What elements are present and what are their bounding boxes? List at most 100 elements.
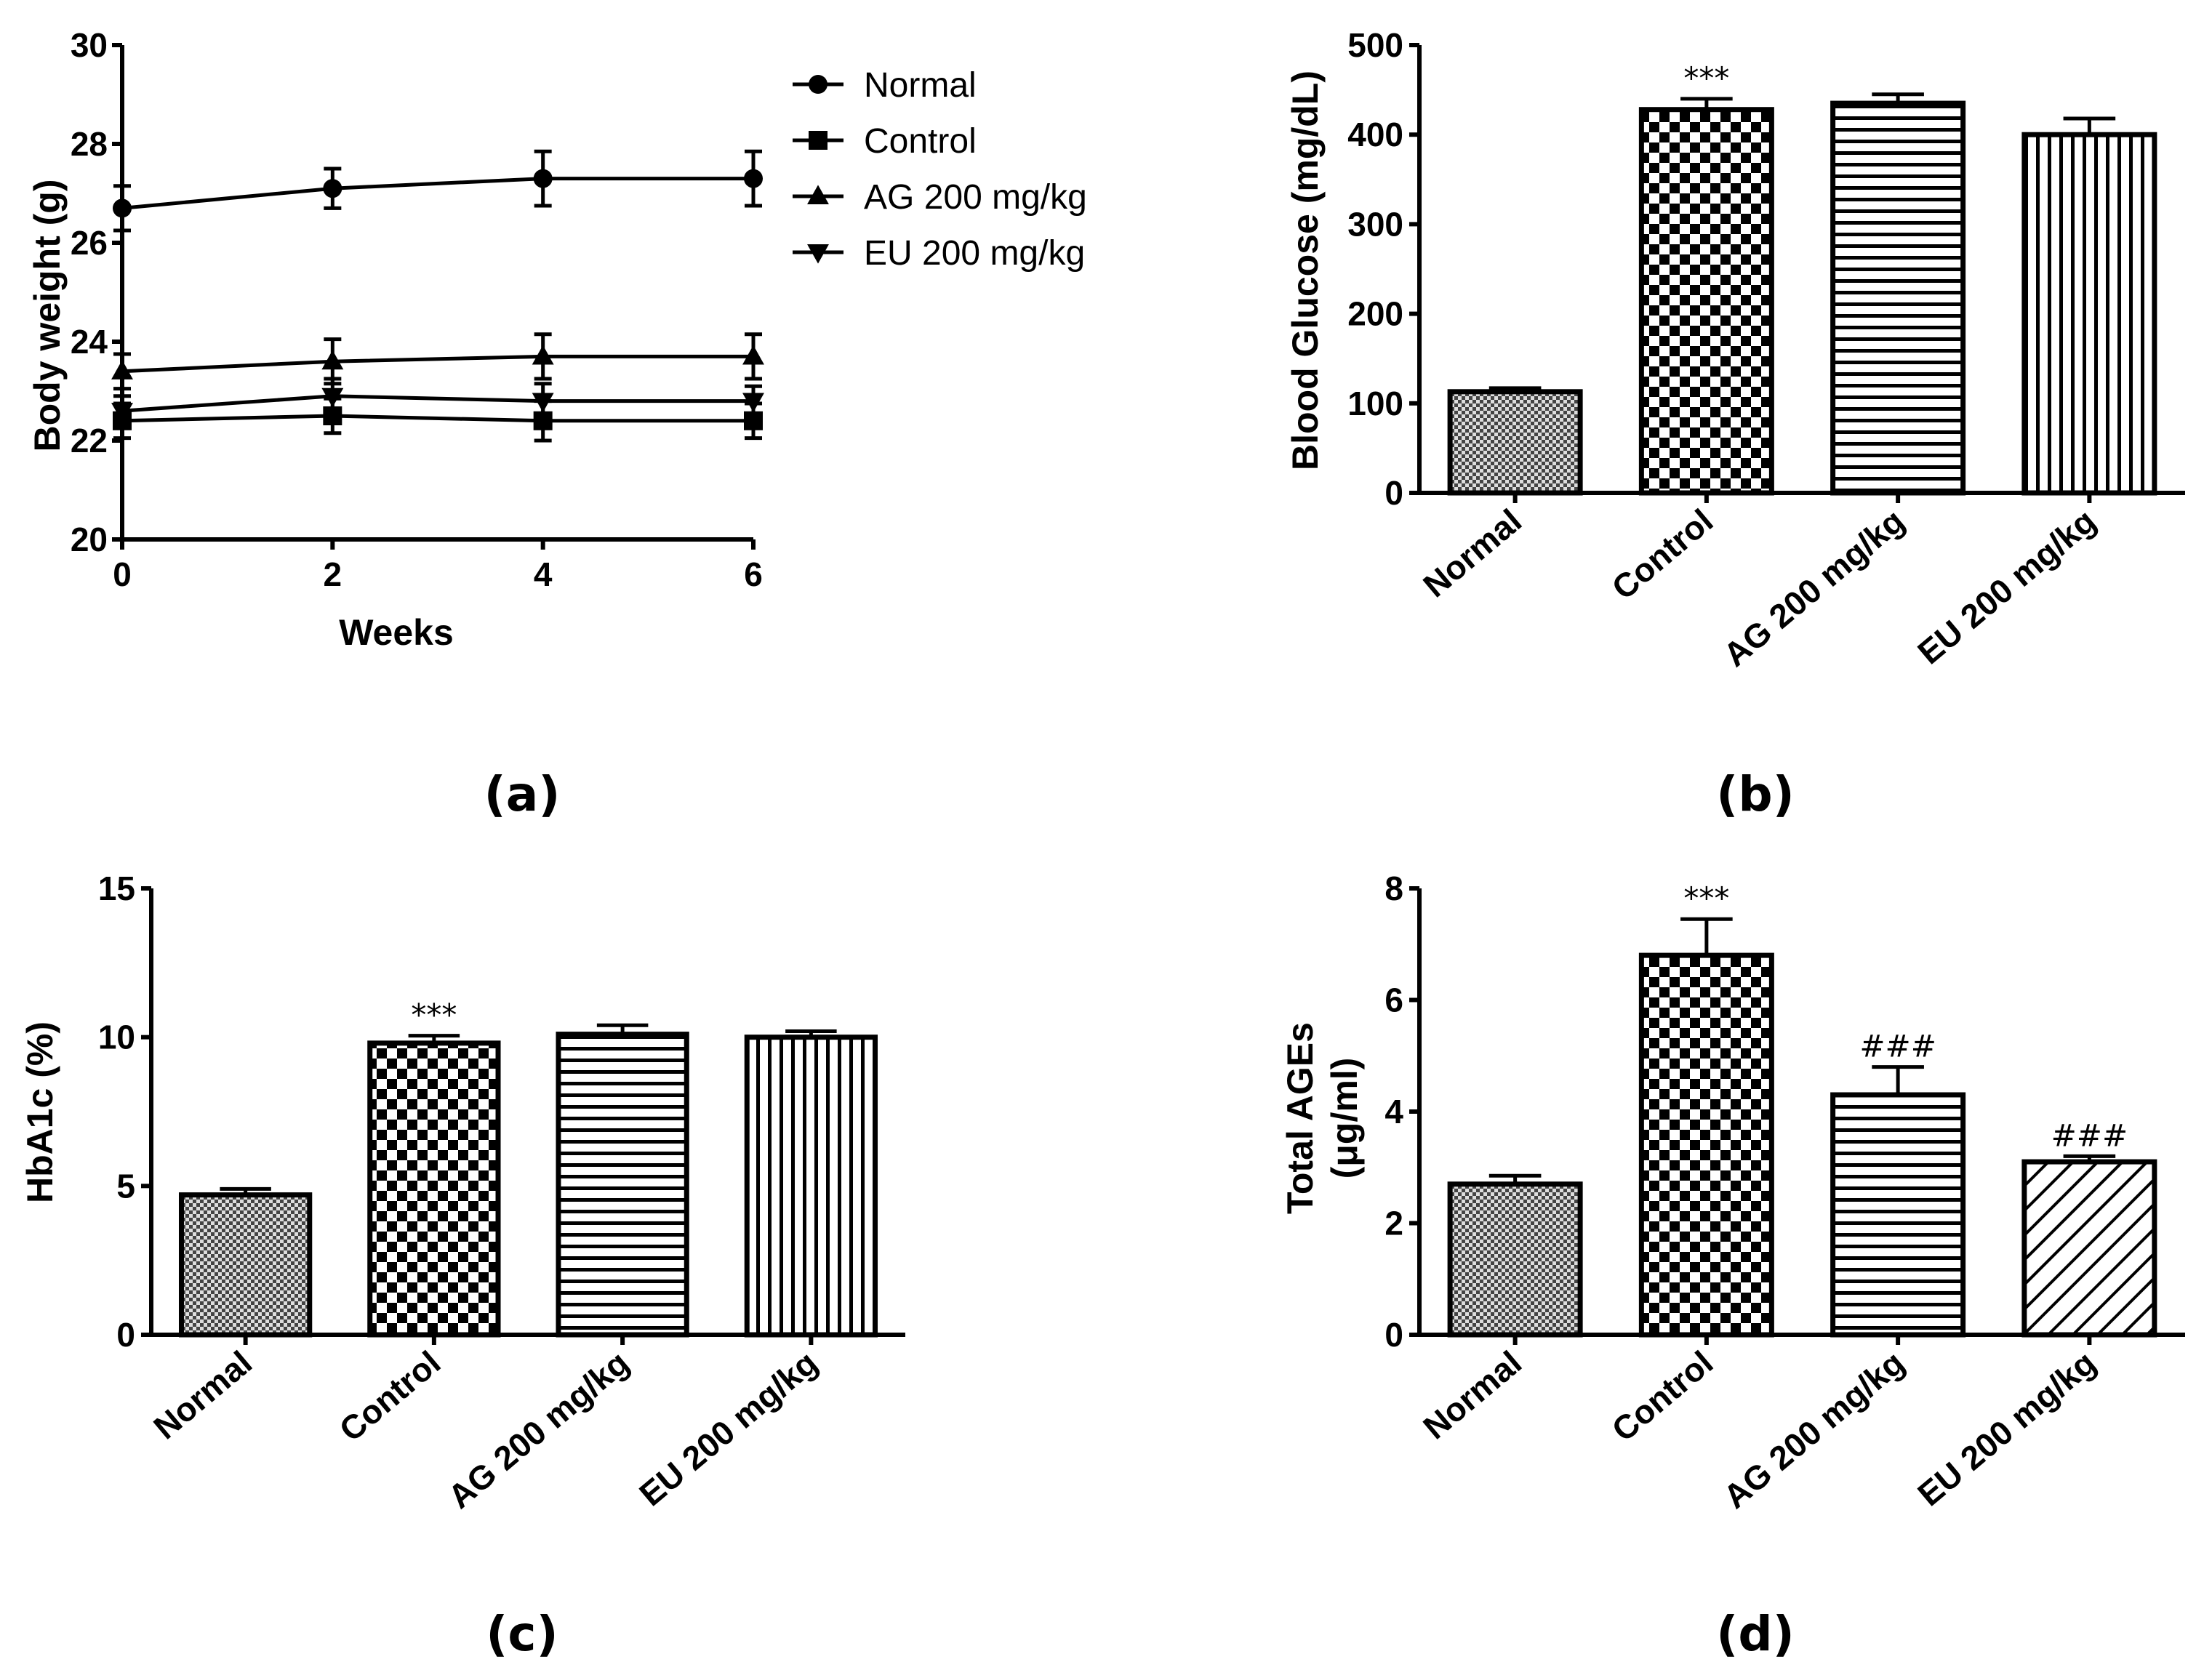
chart-a-series-line: [121, 354, 753, 374]
chart-b-category-label: Control: [1605, 502, 1720, 607]
chart-d-panel-label: (d): [1716, 1606, 1795, 1662]
chart-a-legend-label: AG 200 mg/kg: [864, 178, 1087, 217]
chart-a-ytick-label: 30: [71, 26, 108, 64]
chart-a-point: [744, 169, 763, 188]
chart-a-ytick-label: 24: [71, 323, 108, 361]
chart-c-errorbar: [408, 1034, 460, 1043]
chart-a-point: [323, 179, 342, 198]
chart-a-legend-marker: [807, 244, 829, 264]
chart-b-category-label: EU 200 mg/kg: [1910, 502, 2103, 672]
chart-a-panel-label: (a): [484, 766, 561, 822]
chart-c-category-label: AG 200 mg/kg: [441, 1343, 636, 1516]
chart-a-xtick-label: 0: [113, 555, 132, 593]
chart-d-ytick-label: 0: [1384, 1316, 1403, 1354]
chart-b-bar: [1830, 100, 1966, 496]
chart-a-point: [742, 345, 764, 365]
chart-a-legend: Normal Control AG 200 mg/kg EU 200 mg/kg: [793, 66, 1087, 273]
chart-d-significance-label: ***: [1683, 880, 1729, 916]
chart-c-bar: [367, 1040, 501, 1338]
chart-a-xtick-label: 4: [534, 555, 553, 593]
chart-b-category-label: Normal: [1416, 502, 1528, 605]
chart-a-legend-label: EU 200 mg/kg: [864, 234, 1085, 273]
chart-d-category-label: EU 200 mg/kg: [1910, 1343, 2103, 1514]
chart-d-ytick-label: 2: [1384, 1205, 1403, 1242]
chart-b-errorbar: [1488, 386, 1542, 392]
chart-d-errorbar: [1872, 1065, 1924, 1095]
chart-a-ytick-label: 26: [71, 224, 108, 262]
chart-c-errorbar: [220, 1186, 271, 1195]
chart-d-ytick-label: 6: [1384, 981, 1403, 1019]
chart-c-bar: [178, 1192, 313, 1338]
chart-d-ytick-label: 4: [1384, 1093, 1403, 1130]
chart-a-point: [321, 387, 344, 408]
chart-d-errorbar: [1488, 1173, 1542, 1184]
chart-b-bar: [1638, 107, 1774, 496]
chart-a-legend-marker: [809, 75, 828, 94]
chart-b-category-label: AG 200 mg/kg: [1716, 502, 1911, 674]
chart-c-bar: [744, 1035, 878, 1338]
chart-c-category-label: Control: [332, 1343, 448, 1449]
chart-d-bar: [1447, 1181, 1583, 1338]
chart-c-ytick-label: 5: [116, 1167, 135, 1205]
chart-a-series-line: [121, 414, 753, 423]
chart-b-bar: [2021, 132, 2157, 496]
chart-c-ytick-label: 15: [98, 869, 135, 907]
chart-a-ytick-label: 20: [71, 521, 108, 558]
chart-a-ytick-label: 28: [71, 125, 108, 163]
chart-b-ytick-label: 300: [1347, 205, 1403, 243]
chart-a-point: [111, 360, 133, 379]
chart-c-errorbar: [785, 1029, 837, 1037]
chart-a-xtick-label: 2: [324, 555, 342, 593]
chart-a-xtick-label: 6: [744, 555, 763, 593]
chart-b-errorbar: [1872, 92, 1924, 104]
chart-b-ytick-label: 400: [1347, 116, 1403, 153]
chart-d-category-label: Control: [1605, 1343, 1720, 1449]
chart-a-xlabel: Weeks: [339, 612, 454, 653]
chart-a-legend-label: Normal: [864, 66, 977, 105]
chart-c-category-label: Normal: [146, 1343, 259, 1447]
chart-d-significance-label: ###: [1859, 1029, 1936, 1064]
chart-a-ytick-label: 22: [71, 422, 108, 459]
chart-d-ylabel-units: (μg/ml): [1324, 1058, 1365, 1179]
chart-a-point: [321, 350, 344, 370]
chart-c-panel-label: (c): [486, 1606, 558, 1662]
chart-a-legend-marker: [809, 131, 828, 150]
chart-c-bar: [556, 1032, 689, 1338]
chart-b-errorbar: [1680, 97, 1733, 110]
chart-d-errorbar: [1680, 917, 1733, 956]
chart-d-category-label: AG 200 mg/kg: [1716, 1343, 1911, 1516]
chart-c-category-label: EU 200 mg/kg: [632, 1343, 825, 1514]
chart-b-ytick-label: 100: [1347, 385, 1403, 422]
chart-d-bar: [1830, 1092, 1966, 1338]
chart-b-panel-label: (b): [1716, 766, 1795, 822]
chart-a-point: [742, 393, 764, 413]
chart-b-bar: [1447, 389, 1583, 496]
chart-d-significance-label: ###: [2051, 1117, 2128, 1153]
chart-b-errorbar: [2063, 116, 2116, 135]
chart-d-plot: 0 2 4 6 8 Normal *** Control ### AG 200 mg/kg ### E…: [1384, 869, 2185, 1516]
chart-c-ytick-label: 0: [116, 1316, 135, 1354]
chart-a-point: [533, 169, 553, 188]
chart-d-category-label: Normal: [1416, 1343, 1528, 1447]
chart-d-bar: [1638, 952, 1774, 1338]
chart-c-ytick-label: 10: [98, 1019, 135, 1056]
chart-c-errorbar: [596, 1023, 649, 1035]
chart-d-ytick-label: 8: [1384, 869, 1403, 907]
chart-a-ylabel: Body weight (g): [27, 180, 68, 452]
chart-b-ylabel: Blood Glucose (mg/dL): [1285, 71, 1326, 470]
chart-c-ylabel: HbA1c (%): [20, 1021, 60, 1203]
chart-a-series-line: [121, 177, 753, 210]
chart-d-bar: [2021, 1159, 2157, 1338]
chart-d-ylabel: Total AGEs: [1280, 1022, 1321, 1214]
chart-a-series-line: [121, 394, 753, 413]
chart-a-legend-label: Control: [864, 122, 977, 161]
chart-a-point: [532, 345, 554, 365]
chart-d: 0 2 4 6 8 Normal *** Control ### AG 200 mg/kg ### E…: [1280, 869, 2185, 1662]
chart-a-point: [532, 393, 554, 413]
chart-a-point: [111, 403, 133, 422]
